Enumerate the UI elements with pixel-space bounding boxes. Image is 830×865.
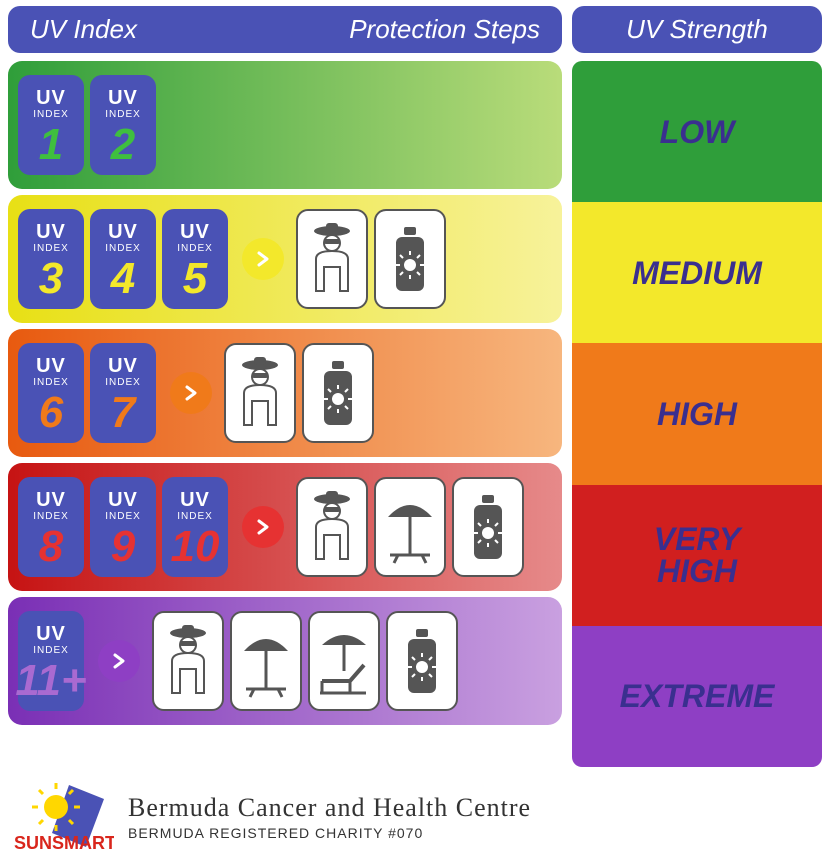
badge-index-label: INDEX xyxy=(105,243,141,255)
uv-index-badge: UV INDEX 7 xyxy=(90,343,156,443)
badge-uv-label: UV xyxy=(108,356,138,376)
badge-value: 1 xyxy=(39,123,63,167)
badge-index-label: INDEX xyxy=(105,377,141,389)
badge-index-label: INDEX xyxy=(33,645,69,657)
uv-row: UV INDEX 3 UV INDEX 4 UV INDEX 5 xyxy=(8,195,562,323)
badge-group: UV INDEX 1 UV INDEX 2 xyxy=(18,75,156,175)
badge-value: 2 xyxy=(111,123,135,167)
badge-index-label: INDEX xyxy=(33,243,69,255)
person-icon xyxy=(296,477,368,577)
uv-index-badge: UV INDEX 11+ xyxy=(18,611,84,711)
header-uv-strength: UV Strength xyxy=(626,14,768,45)
badge-value: 8 xyxy=(39,525,63,569)
footer-text: Bermuda Cancer and Health Centre BERMUDA… xyxy=(128,793,531,841)
person-icon xyxy=(152,611,224,711)
uv-index-badge: UV INDEX 10 xyxy=(162,477,228,577)
arrow-icon xyxy=(98,640,140,682)
protection-icons xyxy=(152,611,458,711)
uv-row: UV INDEX 11+ xyxy=(8,597,562,725)
footer: SUNSMART Bermuda Cancer and Health Centr… xyxy=(0,767,830,865)
strength-cell: VERYHIGH xyxy=(572,485,822,626)
badge-index-label: INDEX xyxy=(177,243,213,255)
body-area: UV INDEX 1 UV INDEX 2 UV INDEX 3 UV INDE… xyxy=(0,61,830,767)
header-row: UV Index Protection Steps UV Strength xyxy=(0,0,830,61)
uv-index-badge: UV INDEX 1 xyxy=(18,75,84,175)
badge-group: UV INDEX 11+ xyxy=(18,611,84,711)
person-icon xyxy=(224,343,296,443)
badge-group: UV INDEX 3 UV INDEX 4 UV INDEX 5 xyxy=(18,209,228,309)
badge-uv-label: UV xyxy=(180,490,210,510)
strength-cell: LOW xyxy=(572,61,822,202)
badge-value: 10 xyxy=(171,525,220,569)
strength-cell: HIGH xyxy=(572,343,822,484)
protection-icons xyxy=(296,477,524,577)
strength-cell: EXTREME xyxy=(572,626,822,767)
badge-value: 6 xyxy=(39,391,63,435)
uv-index-badge: UV INDEX 5 xyxy=(162,209,228,309)
header-right-panel: UV Strength xyxy=(572,6,822,53)
badge-index-label: INDEX xyxy=(105,511,141,523)
badge-group: UV INDEX 6 UV INDEX 7 xyxy=(18,343,156,443)
badge-index-label: INDEX xyxy=(33,109,69,121)
badge-uv-label: UV xyxy=(36,356,66,376)
person-icon xyxy=(296,209,368,309)
sunscreen-icon xyxy=(386,611,458,711)
uv-row: UV INDEX 6 UV INDEX 7 xyxy=(8,329,562,457)
badge-uv-label: UV xyxy=(36,88,66,108)
umbrella-icon xyxy=(374,477,446,577)
uv-index-badge: UV INDEX 6 xyxy=(18,343,84,443)
org-name: Bermuda Cancer and Health Centre xyxy=(128,793,531,823)
uv-index-badge: UV INDEX 8 xyxy=(18,477,84,577)
arrow-icon xyxy=(170,372,212,414)
badge-value: 5 xyxy=(183,257,207,301)
badge-uv-label: UV xyxy=(36,222,66,242)
badge-value: 4 xyxy=(111,257,135,301)
rows-column: UV INDEX 1 UV INDEX 2 UV INDEX 3 UV INDE… xyxy=(8,61,562,767)
badge-index-label: INDEX xyxy=(105,109,141,121)
badge-value: 7 xyxy=(111,391,135,435)
header-protection-steps: Protection Steps xyxy=(349,14,540,45)
badge-value: 3 xyxy=(39,257,63,301)
badge-value: 9 xyxy=(111,525,135,569)
header-left-panel: UV Index Protection Steps xyxy=(8,6,562,53)
protection-icons xyxy=(224,343,374,443)
uv-index-badge: UV INDEX 9 xyxy=(90,477,156,577)
badge-uv-label: UV xyxy=(108,88,138,108)
uv-index-badge: UV INDEX 2 xyxy=(90,75,156,175)
protection-icons xyxy=(296,209,446,309)
badge-index-label: INDEX xyxy=(33,377,69,389)
badge-uv-label: UV xyxy=(108,490,138,510)
header-uv-index: UV Index xyxy=(30,14,137,45)
sunscreen-icon xyxy=(302,343,374,443)
badge-group: UV INDEX 8 UV INDEX 9 UV INDEX 10 xyxy=(18,477,228,577)
uv-row: UV INDEX 1 UV INDEX 2 xyxy=(8,61,562,189)
badge-uv-label: UV xyxy=(36,490,66,510)
lounger-icon xyxy=(308,611,380,711)
badge-index-label: INDEX xyxy=(33,511,69,523)
badge-index-label: INDEX xyxy=(177,511,213,523)
badge-uv-label: UV xyxy=(36,624,66,644)
logo-text-svg: SUNSMART xyxy=(14,833,114,853)
strength-column: LOWMEDIUMHIGHVERYHIGHEXTREME xyxy=(572,61,822,767)
badge-value: 11+ xyxy=(15,659,86,703)
uv-index-badge: UV INDEX 3 xyxy=(18,209,84,309)
badge-uv-label: UV xyxy=(108,222,138,242)
uv-index-badge: UV INDEX 4 xyxy=(90,209,156,309)
sunsmart-logo: SUNSMART xyxy=(14,777,114,857)
charity-line: BERMUDA REGISTERED CHARITY #070 xyxy=(128,825,531,841)
uv-row: UV INDEX 8 UV INDEX 9 UV INDEX 10 xyxy=(8,463,562,591)
infographic-container: UV Index Protection Steps UV Strength UV… xyxy=(0,0,830,865)
sunscreen-icon xyxy=(374,209,446,309)
badge-uv-label: UV xyxy=(180,222,210,242)
umbrella-icon xyxy=(230,611,302,711)
sunscreen-icon xyxy=(452,477,524,577)
arrow-icon xyxy=(242,506,284,548)
arrow-icon xyxy=(242,238,284,280)
strength-cell: MEDIUM xyxy=(572,202,822,343)
